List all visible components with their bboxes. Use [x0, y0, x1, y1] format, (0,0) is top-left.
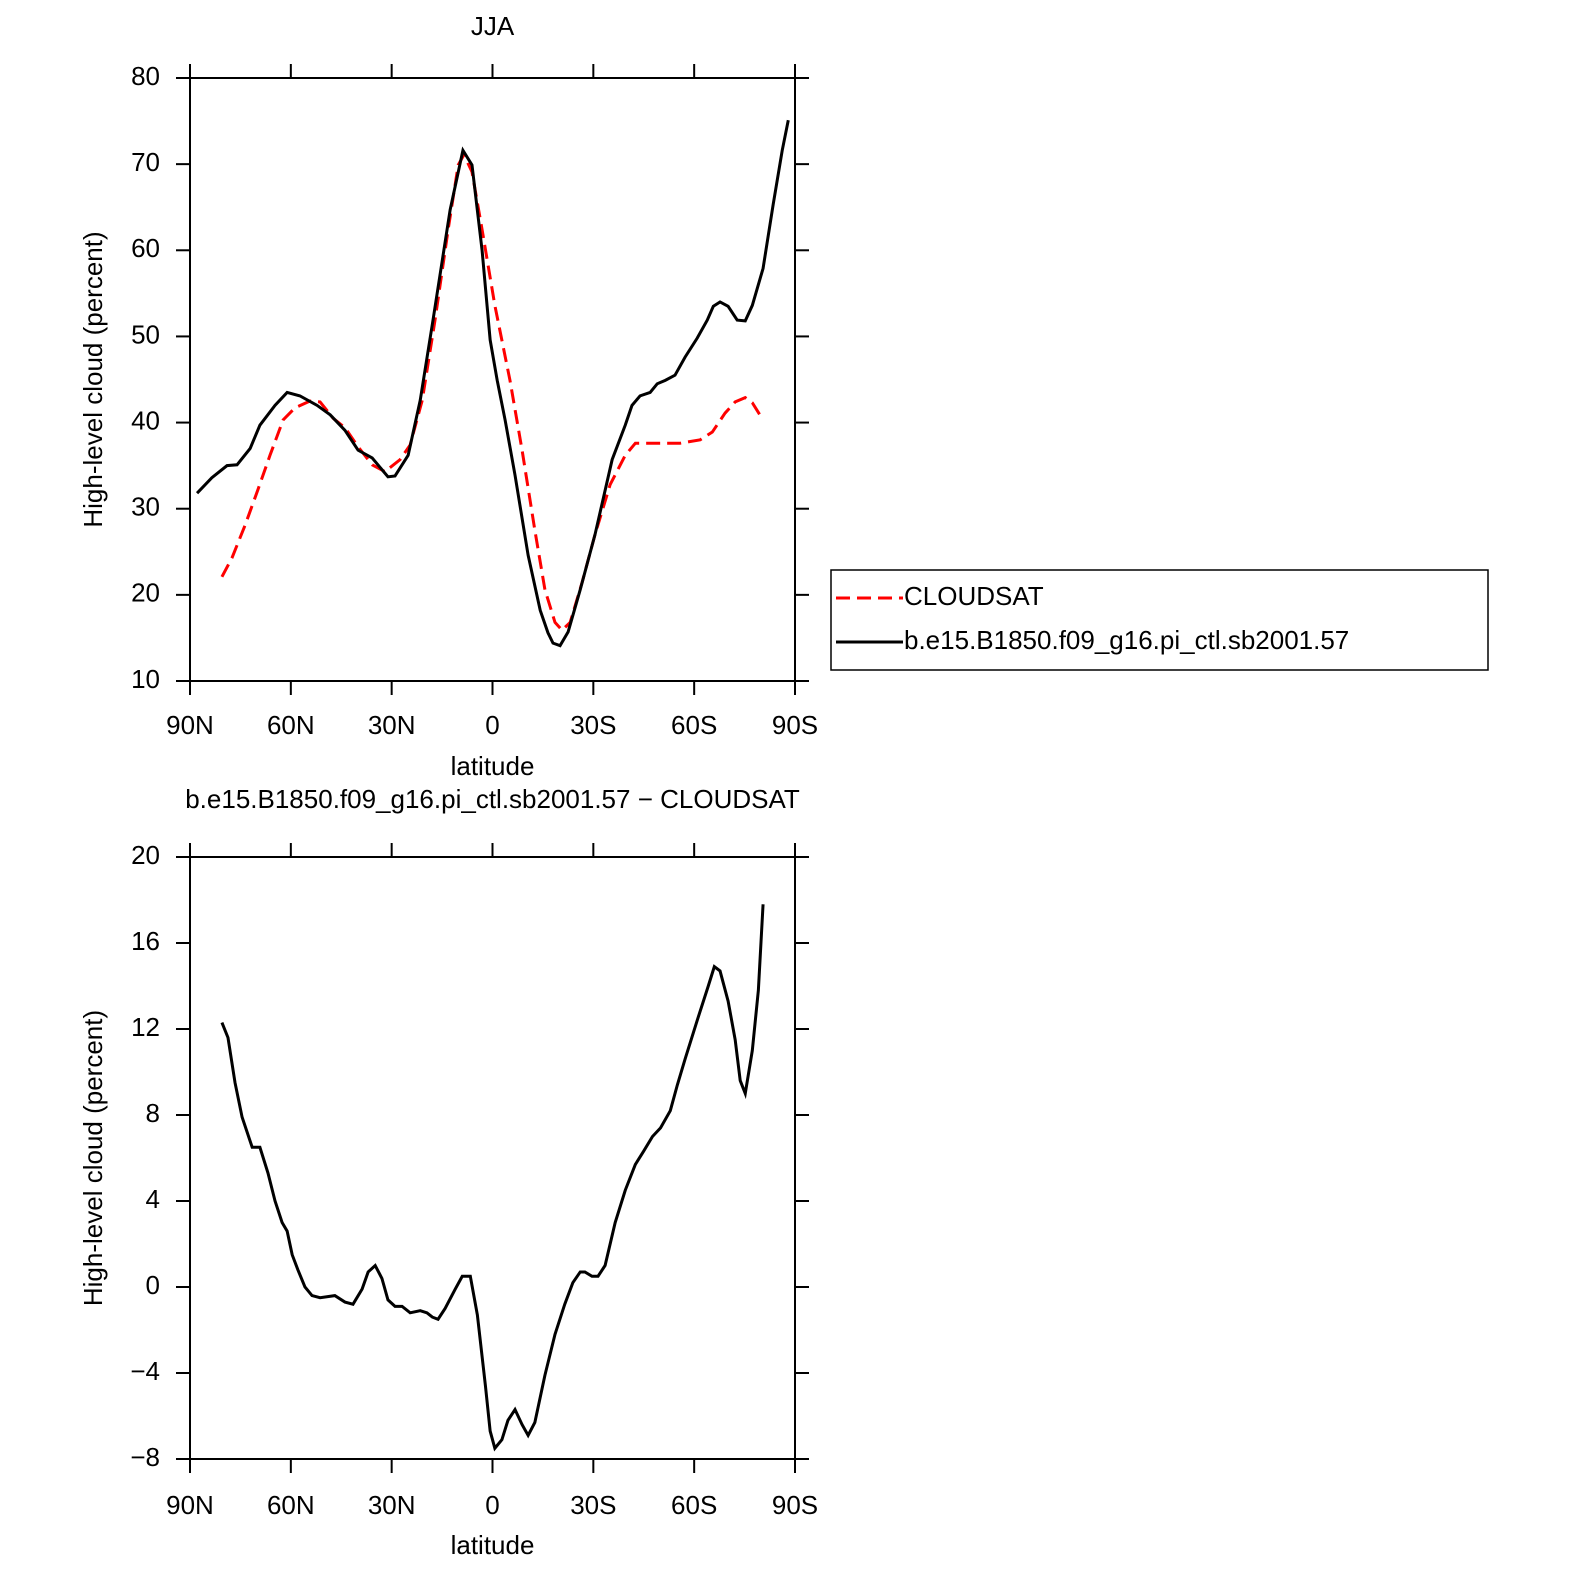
legend-label: CLOUDSAT — [904, 581, 1044, 611]
legend-label: b.e15.B1850.f09_g16.pi_ctl.sb2001.57 — [904, 625, 1349, 655]
x-tick-label: 60S — [671, 1490, 717, 1520]
legend-box — [830, 569, 1489, 671]
y-axis-label: High-level cloud (percent) — [78, 1010, 108, 1306]
x-tick-label: 90N — [166, 1490, 214, 1520]
x-tick-label: 90S — [772, 1490, 818, 1520]
y-tick-label: 70 — [131, 147, 160, 177]
y-tick-label: 20 — [131, 578, 160, 608]
x-axis-label: latitude — [451, 751, 535, 781]
y-tick-label: 10 — [131, 664, 160, 694]
x-tick-label: 30N — [368, 710, 416, 740]
y-tick-label: 12 — [131, 1012, 160, 1042]
y-tick-label: 50 — [131, 319, 160, 349]
chart-title: b.e15.B1850.f09_g16.pi_ctl.sb2001.57 − C… — [185, 784, 800, 814]
y-tick-label: −4 — [130, 1356, 160, 1386]
y-tick-label: 40 — [131, 405, 160, 435]
y-axis-label: High-level cloud (percent) — [78, 231, 108, 527]
chart-title: JJA — [471, 11, 515, 41]
y-tick-label: 80 — [131, 61, 160, 91]
x-tick-label: 60S — [671, 710, 717, 740]
x-tick-label: 90N — [166, 710, 214, 740]
x-tick-label: 30S — [570, 1490, 616, 1520]
x-tick-label: 30S — [570, 710, 616, 740]
y-tick-label: 30 — [131, 492, 160, 522]
data-line — [195, 119, 790, 648]
y-tick-label: 4 — [146, 1184, 160, 1214]
y-tick-label: 16 — [131, 926, 160, 956]
plot-frame — [189, 856, 796, 1460]
x-tick-label: 60N — [267, 1490, 315, 1520]
x-tick-label: 60N — [267, 710, 315, 740]
y-tick-label: 8 — [146, 1098, 160, 1128]
x-tick-label: 0 — [485, 710, 499, 740]
x-tick-label: 30N — [368, 1490, 416, 1520]
data-line — [220, 904, 765, 1452]
y-tick-label: 0 — [146, 1270, 160, 1300]
data-line — [220, 151, 765, 633]
y-tick-label: −8 — [130, 1442, 160, 1472]
x-axis-label: latitude — [451, 1530, 535, 1560]
y-tick-label: 60 — [131, 233, 160, 263]
plot-frame — [189, 77, 796, 682]
y-tick-label: 20 — [131, 840, 160, 870]
x-tick-label: 0 — [485, 1490, 499, 1520]
x-tick-label: 90S — [772, 710, 818, 740]
